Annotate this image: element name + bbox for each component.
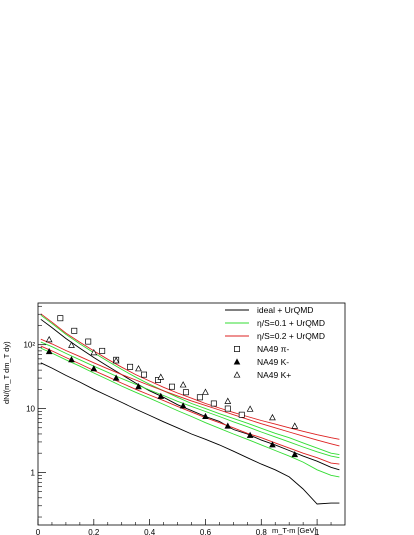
legend-label: η/S=0.2 + UrQMD — [257, 331, 325, 341]
data-point — [238, 411, 245, 418]
series-line — [40, 347, 340, 478]
y-tick-label: 10² — [23, 341, 35, 350]
data-point — [291, 450, 299, 458]
data-point — [45, 335, 53, 343]
data-point — [112, 357, 120, 364]
data-point — [68, 356, 75, 363]
data-point — [169, 383, 175, 390]
data-point — [85, 338, 92, 345]
y-tick-label: 10 — [26, 405, 35, 414]
x-tick-label: 0.2 — [88, 528, 100, 535]
data-point — [57, 315, 64, 322]
y-tick-label: 1 — [31, 468, 36, 477]
x-tick-label: 0.4 — [144, 528, 156, 535]
axis-layer: 0 0.2 0.4 0.6 0.8 1 1 10 10² — [23, 305, 332, 535]
series-line — [40, 341, 340, 459]
data-point — [141, 371, 148, 378]
data-point — [179, 402, 187, 409]
data-point — [291, 422, 299, 429]
y-axis-title: dN/(m_T dm_T dy) — [2, 341, 11, 404]
data-point — [71, 327, 78, 334]
data-point — [210, 400, 217, 407]
data-point — [246, 431, 254, 438]
x-tick-label: 1 — [315, 528, 320, 535]
data-point — [179, 381, 187, 388]
data-point — [157, 373, 165, 380]
x-tick-label: 0.8 — [256, 528, 268, 535]
data-point — [157, 392, 165, 399]
legend-label: NA49 π- — [257, 344, 289, 354]
series-line — [40, 318, 340, 471]
data-point — [224, 422, 232, 429]
data-point — [202, 388, 209, 395]
legend-label: ideal + UrQMD — [257, 305, 313, 315]
data-point — [224, 405, 231, 412]
data-point — [196, 394, 203, 401]
marker-layer — [45, 315, 299, 458]
series-layer — [40, 313, 340, 505]
data-point — [68, 341, 75, 348]
data-point — [127, 363, 134, 370]
data-point — [202, 412, 209, 420]
legend-label: NA49 K- — [257, 357, 289, 367]
legend-marker — [233, 358, 241, 365]
legend-label: NA49 K+ — [257, 370, 291, 380]
data-point — [246, 405, 254, 412]
series-line — [40, 345, 340, 465]
data-point — [99, 347, 106, 354]
data-point — [155, 377, 161, 383]
legend-marker — [234, 346, 240, 352]
data-point — [224, 397, 232, 404]
data-point — [45, 347, 53, 355]
data-point — [90, 348, 98, 356]
x-axis-title: m_T-m [GeV] — [272, 526, 317, 535]
legend-label: η/S=0.1 + UrQMD — [257, 318, 325, 328]
data-point — [90, 365, 98, 372]
legend-marker — [233, 371, 241, 378]
x-tick-label: 0.6 — [200, 528, 212, 535]
data-point — [135, 365, 142, 372]
series-line — [40, 362, 340, 505]
series-line — [40, 338, 340, 447]
series-line — [40, 313, 340, 440]
legend: ideal + UrQMD η/S=0.1 + UrQMD η/S=0.2 + Ur… — [225, 305, 325, 380]
data-point — [269, 413, 276, 421]
data-point — [182, 389, 189, 396]
x-tick-label: 0 — [36, 528, 41, 535]
data-point — [135, 383, 142, 390]
data-point — [269, 441, 276, 448]
series-line — [40, 314, 340, 456]
data-point — [112, 374, 120, 381]
